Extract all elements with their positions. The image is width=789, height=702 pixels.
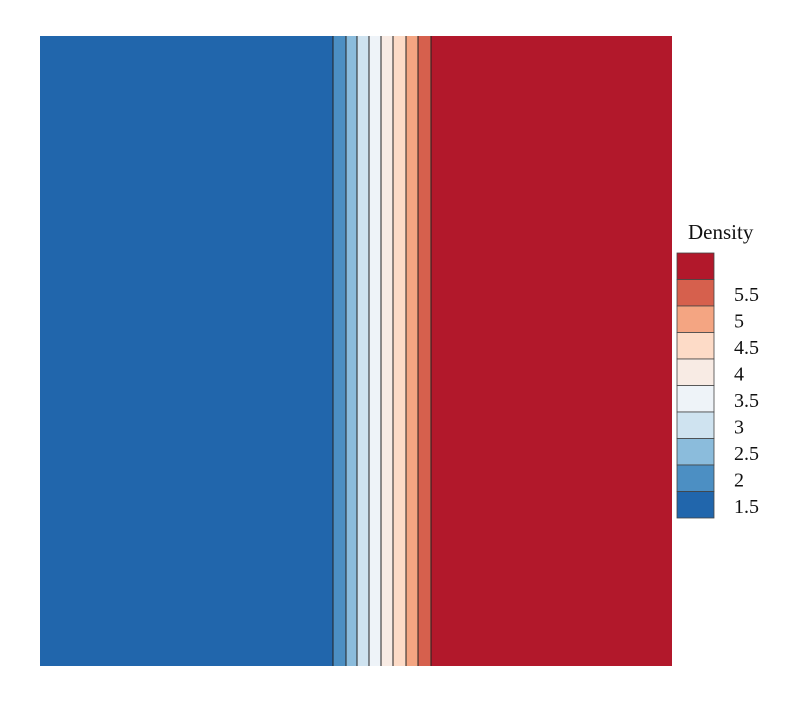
contour-band-1: [40, 36, 333, 666]
density-legend: Density 1.5 2 2.5 3 3.5 4 4.5 5 5.5: [676, 220, 759, 519]
legend-swatch: [676, 279, 715, 307]
legend-tick-label: 5.5: [734, 284, 759, 306]
contour-band-4: [357, 36, 369, 666]
density-contour-plot: [40, 36, 672, 666]
legend-swatch: [676, 332, 715, 360]
legend-tick-label: 2: [734, 470, 744, 492]
legend-tick-label: 3: [734, 417, 744, 439]
legend-swatch: [676, 305, 715, 333]
legend-swatch: [676, 252, 715, 280]
contour-band-3: [346, 36, 357, 666]
legend-swatch: [676, 491, 715, 519]
legend-tick-label: 2.5: [734, 443, 759, 465]
contour-band-6: [381, 36, 393, 666]
legend-swatch: [676, 385, 715, 413]
contour-band-2: [333, 36, 346, 666]
legend-tick-label: 3.5: [734, 390, 759, 412]
contour-band-7: [393, 36, 406, 666]
contour-band-9: [418, 36, 431, 666]
legend-tick-label: 4.5: [734, 337, 759, 359]
legend-swatch: [676, 464, 715, 492]
contour-band-8: [406, 36, 418, 666]
contour-band-10: [431, 36, 672, 666]
legend-tick-label: 5: [734, 311, 744, 333]
legend-swatch: [676, 438, 715, 466]
legend-tick-label: 1.5: [734, 496, 759, 518]
legend-swatch: [676, 358, 715, 386]
legend-title: Density: [688, 220, 754, 244]
legend-swatch: [676, 411, 715, 439]
legend-tick-label: 4: [734, 364, 744, 386]
contour-band-5: [369, 36, 381, 666]
